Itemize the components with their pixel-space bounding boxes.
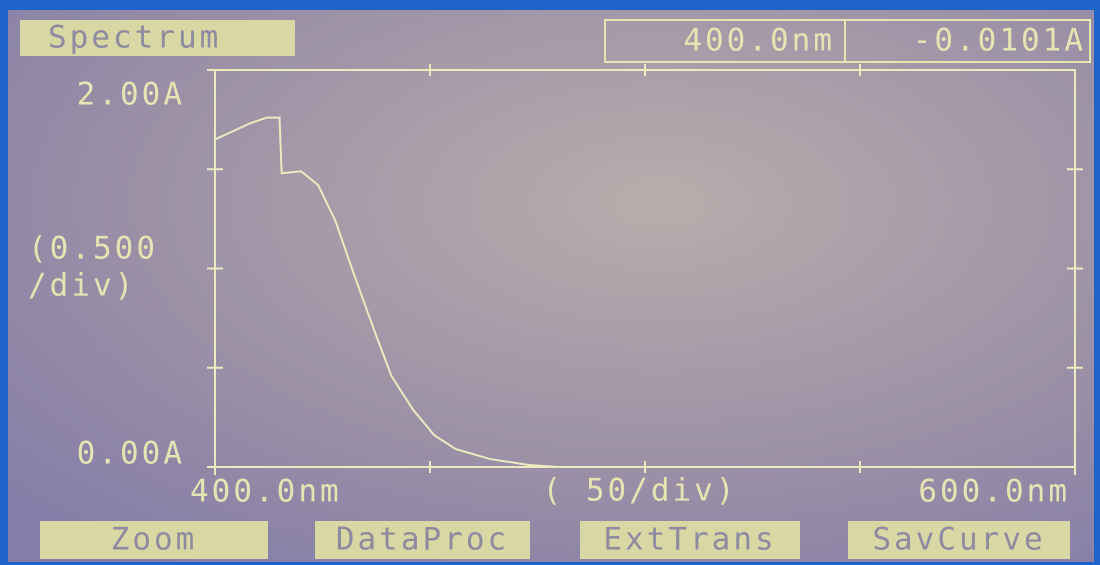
- screen-title: Spectrum: [48, 20, 221, 56]
- x-tick-label: 400.0nm: [190, 474, 342, 510]
- y-tick-label: 2.00A: [77, 77, 185, 113]
- y-axis-label: (0.500: [28, 231, 158, 267]
- y-axis-label: /div): [28, 268, 136, 304]
- x-tick-label: 600.0nm: [918, 474, 1070, 510]
- page: Spectrum 400.0nm -0.0101A (0.500 /div) (…: [0, 0, 1100, 565]
- y-tick-label: 0.00A: [77, 436, 185, 472]
- button-label[interactable]: DataProc: [336, 522, 509, 558]
- button-label[interactable]: ExtTrans: [603, 522, 776, 558]
- button-label[interactable]: Zoom: [111, 522, 198, 558]
- x-axis-label: ( 50/div): [543, 473, 738, 509]
- screen: Spectrum 400.0nm -0.0101A (0.500 /div) (…: [0, 0, 1100, 565]
- cursor-absorbance: -0.0101A: [913, 23, 1086, 59]
- cursor-wavelength: 400.0nm: [683, 23, 835, 59]
- button-label[interactable]: SavCurve: [872, 522, 1045, 558]
